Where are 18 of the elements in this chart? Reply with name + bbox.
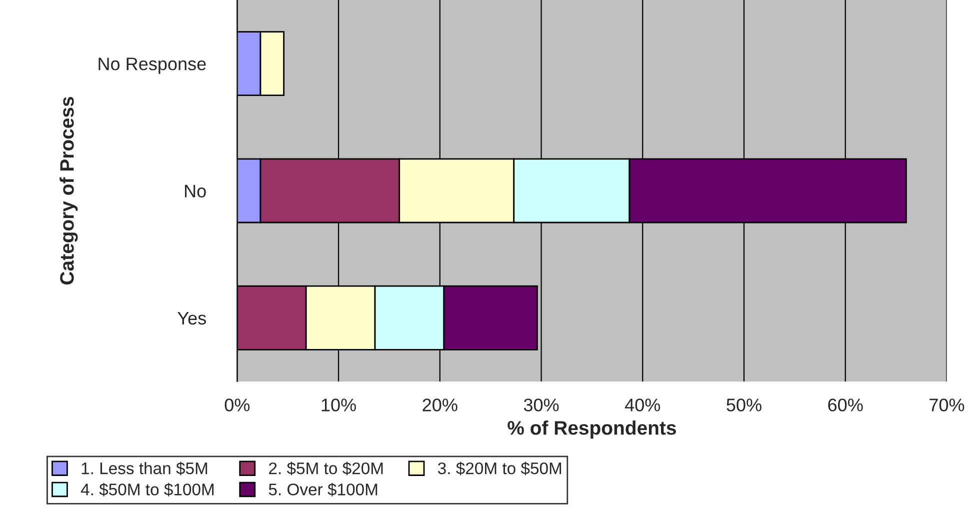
y-tick-label: No — [185, 184, 206, 198]
y-axis-title: Category of Process — [60, 96, 78, 284]
x-tick-label: 10% — [322, 398, 356, 412]
x-tick-label: 70% — [930, 398, 964, 412]
x-axis-title: % of Respondents — [508, 420, 676, 439]
legend-label: 3. $20M to $50M — [438, 462, 562, 476]
x-tick-label: 40% — [624, 398, 660, 412]
legend-label: 4. $50M to $100M — [80, 482, 214, 496]
x-tick-label: 0% — [224, 398, 250, 412]
legend-label: 5. Over $100M — [268, 482, 378, 496]
y-tick-label: No Response — [98, 58, 206, 74]
y-tick-label: Yes — [178, 312, 206, 325]
x-tick-label: 30% — [524, 398, 559, 412]
x-tick-label: 50% — [726, 398, 762, 412]
x-tick-label: 60% — [828, 398, 863, 412]
legend-label: 1. Less than $5M — [82, 462, 208, 476]
legend-label: 2. $5M to $20M — [269, 462, 383, 476]
x-tick-label: 20% — [422, 398, 458, 412]
